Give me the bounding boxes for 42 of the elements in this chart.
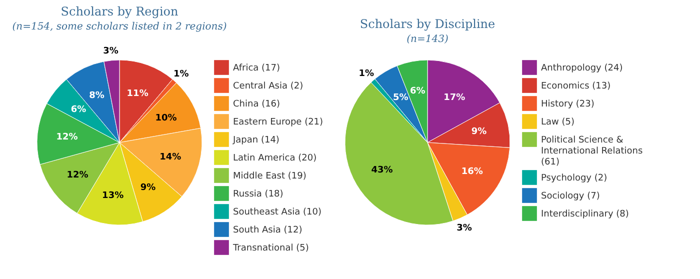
- legend-label: China (16): [233, 100, 280, 110]
- data-label: 8%: [89, 90, 104, 101]
- legend-label: Middle East (19): [233, 172, 306, 182]
- chart-subtitle: (n=154, some scholars listed in 2 regions): [12, 21, 227, 32]
- legend-label: Law (5): [541, 118, 574, 128]
- legend-label: Political Science & International Relations (61): [541, 136, 643, 168]
- legend-label: Economics (13): [541, 82, 611, 92]
- data-label: 43%: [371, 165, 393, 176]
- legend-label: South Asia (12): [233, 226, 302, 236]
- data-label: 1%: [358, 69, 374, 80]
- data-label: 13%: [102, 190, 124, 201]
- legend-label: Southeast Asia (10): [233, 208, 322, 218]
- legend-label: Russia (18): [233, 190, 284, 200]
- chart-title: Scholars by Discipline: [360, 17, 496, 31]
- legend-label: Eastern Europe (21): [233, 118, 324, 128]
- data-label: 12%: [66, 170, 88, 180]
- data-label: 16%: [461, 166, 483, 177]
- data-label: 5%: [392, 93, 408, 104]
- data-label: 12%: [56, 132, 78, 143]
- chart-title: Scholars by Region: [60, 4, 179, 18]
- legend-label: Psychology (2): [541, 174, 608, 184]
- data-label: 11%: [126, 88, 148, 99]
- legend-label: Anthropology (24): [541, 64, 623, 74]
- legend-label: Latin America (20): [233, 154, 317, 164]
- legend-label: Interdisciplinary (8): [541, 210, 629, 220]
- data-label: 17%: [444, 93, 466, 104]
- data-label: 9%: [471, 126, 487, 137]
- data-label: 9%: [140, 182, 156, 193]
- chart-subtitle: (n=143): [406, 34, 448, 45]
- data-label: 1%: [174, 70, 189, 80]
- data-label: 3%: [456, 223, 472, 234]
- data-label: 3%: [103, 46, 118, 56]
- legend-label: Japan (14): [232, 136, 280, 146]
- legend-label: Africa (17): [233, 64, 280, 74]
- legend-label: Sociology (7): [541, 192, 600, 202]
- data-label: 6%: [70, 105, 86, 116]
- data-label: 14%: [160, 152, 182, 163]
- legend-label: Transnational (5): [232, 244, 309, 254]
- data-label: 10%: [155, 114, 177, 124]
- legend-label: History (23): [541, 100, 594, 110]
- legend-label: Central Asia (2): [233, 82, 304, 92]
- data-label: 6%: [410, 86, 426, 97]
